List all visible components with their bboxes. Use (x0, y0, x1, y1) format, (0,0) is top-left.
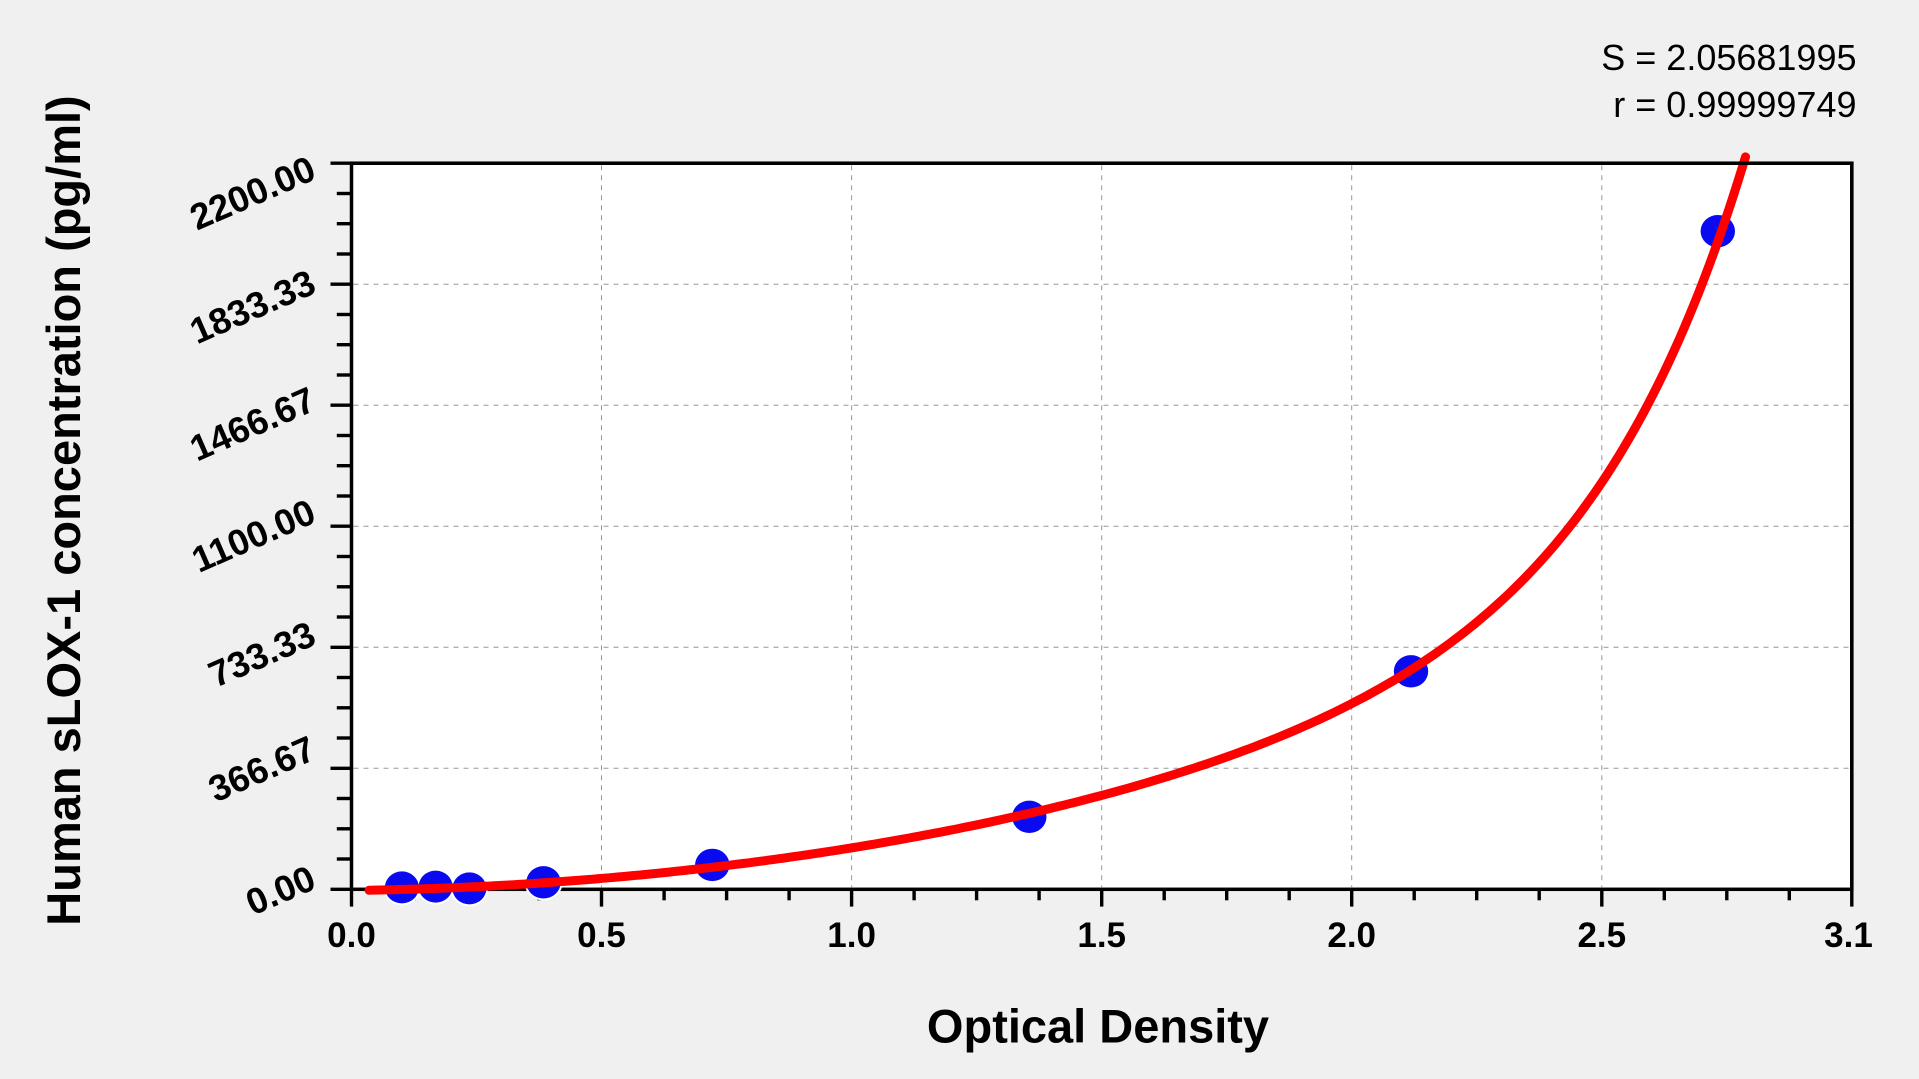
svg-text:S = 2.05681995: S = 2.05681995 (1601, 37, 1856, 78)
svg-text:1.0: 1.0 (827, 916, 876, 955)
svg-text:Human sLOX-1 concentration (pg: Human sLOX-1 concentration (pg/ml) (37, 95, 90, 925)
svg-text:0.5: 0.5 (577, 916, 626, 955)
svg-text:2.0: 2.0 (1327, 916, 1376, 955)
svg-text:3.1: 3.1 (1824, 916, 1873, 955)
svg-text:1.5: 1.5 (1077, 916, 1126, 955)
svg-text:0.0: 0.0 (327, 916, 376, 955)
svg-text:Optical Density: Optical Density (927, 1000, 1269, 1053)
svg-text:2.5: 2.5 (1577, 916, 1626, 955)
svg-text:r = 0.99999749: r = 0.99999749 (1613, 84, 1856, 125)
